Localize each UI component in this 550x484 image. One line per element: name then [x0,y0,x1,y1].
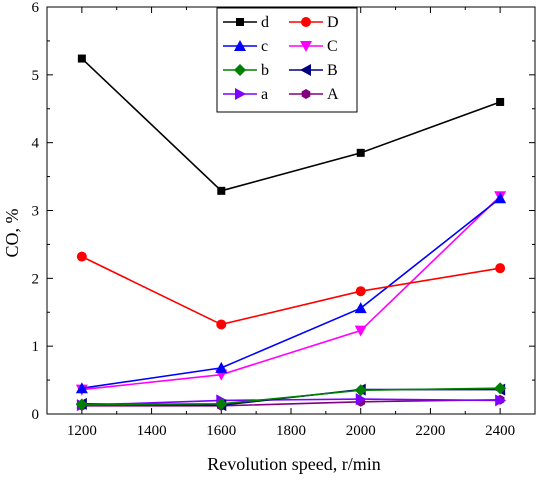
legend-label: c [261,38,268,55]
data-point-b [354,384,367,397]
series-line-a [81,398,501,406]
y-tick-label: 1 [32,339,40,355]
data-point-D [76,251,87,262]
series-b [75,382,507,411]
series-c [75,192,507,394]
x-axis-title: Revolution speed, r/min [207,454,380,474]
x-tick-label: 2400 [485,423,515,439]
legend-marker [300,64,311,76]
data-point-d [77,54,86,63]
legend-marker [235,88,246,100]
y-tick-label: 2 [32,271,40,287]
x-tick-label: 1400 [137,423,167,439]
x-tick-label: 1600 [206,423,236,439]
legend-marker [234,40,246,51]
data-point-c [354,302,367,314]
data-point-b [75,398,88,411]
x-tick-label: 2200 [415,423,445,439]
legend-item-a: a [223,86,268,103]
series-line-b [81,387,501,406]
legend-label: d [261,14,269,31]
legend-marker [236,18,244,26]
data-point-d [217,186,226,195]
y-tick-label: 5 [32,68,40,84]
series-C [75,191,507,396]
data-point-b [494,382,507,395]
legend-marker [234,64,246,76]
legend-item-d: d [223,14,269,31]
data-point-D [495,263,506,274]
legend-label: D [327,14,339,31]
legend-label: b [261,62,269,79]
x-tick-label: 1800 [276,423,306,439]
series-line-A [81,398,501,407]
legend-label: C [327,38,338,55]
data-point-b [215,397,228,410]
data-point-c [75,382,88,394]
legend-marker [301,17,311,27]
data-point-C [354,325,367,337]
data-point-D [355,286,366,297]
y-tick-label: 4 [32,136,40,152]
series-line-D [81,255,501,326]
legend-marker [300,41,312,52]
data-point-c [494,192,507,204]
series-d [77,54,505,195]
x-tick-label: 2000 [346,423,376,439]
data-point-a [355,393,367,406]
series-line-d [81,57,501,192]
data-point-d [356,148,365,157]
legend-item-b: b [223,62,269,79]
y-tick-label: 3 [32,204,40,220]
series-line-C [81,195,501,391]
data-point-a [495,394,507,407]
x-tick-label: 1200 [67,423,97,439]
axes: 1200 1400 1600 1800 2000 2200 2400 0 1 2 3 4 5 6 [32,0,536,439]
legend-item-D: D [289,14,339,31]
y-tick-label: 6 [32,0,40,16]
legend-item-c: c [223,38,268,55]
legend-item-A: A [289,86,339,103]
legend: d Dc Cb Ba A [216,7,358,113]
legend-item-C: C [289,38,338,55]
series-layer [75,54,507,412]
legend-label: a [261,86,268,103]
y-axis-title: CO, % [2,208,22,257]
y-tick-label: 0 [32,407,40,423]
series-line-c [81,197,501,390]
legend-label: B [327,62,338,79]
series-D [76,251,506,330]
data-point-d [496,97,505,106]
legend-label: A [327,86,339,103]
legend-marker [301,89,311,99]
data-point-c [215,361,228,373]
data-point-D [216,319,227,330]
legend-item-B: B [289,62,338,79]
